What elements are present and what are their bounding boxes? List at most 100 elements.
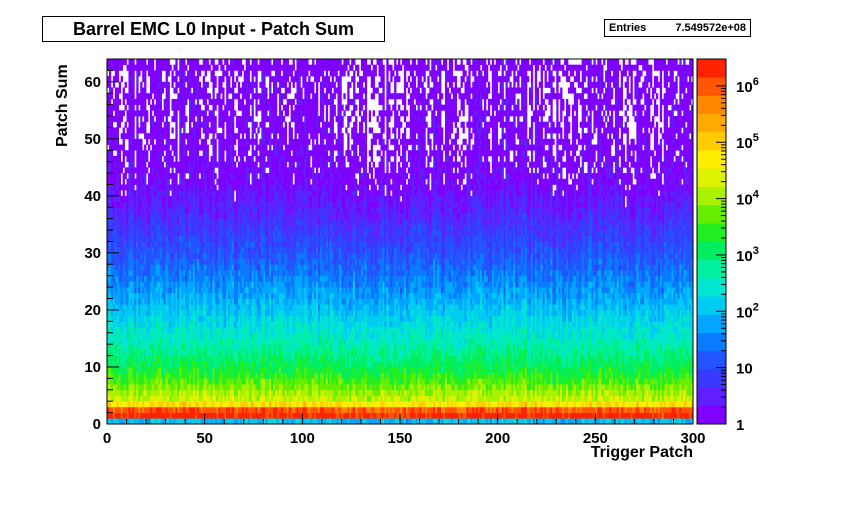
heatmap-cell (202, 412, 206, 419)
heatmap-cell (194, 64, 198, 71)
heatmap-cell (126, 184, 129, 191)
heatmap-cell (118, 207, 122, 214)
heatmap-cell (151, 59, 155, 66)
heatmap-cell (157, 201, 161, 208)
heatmap-cell (208, 327, 211, 334)
heatmap-cell (107, 309, 110, 316)
heatmap-cell (265, 93, 268, 100)
heatmap-cell (169, 270, 172, 277)
heatmap-cell (187, 70, 190, 77)
heatmap-cell (136, 167, 139, 174)
heatmap-cell (267, 247, 270, 254)
heatmap-cell (177, 292, 180, 299)
heatmap-cell (179, 418, 182, 425)
heatmap-cell (151, 81, 155, 88)
heatmap-cell (175, 361, 178, 368)
heatmap-cell (208, 190, 211, 197)
heatmap-cell (230, 150, 233, 157)
heatmap-cell (161, 81, 164, 88)
heatmap-cell (163, 104, 166, 111)
heatmap-cell (122, 332, 125, 339)
heatmap-cell (153, 401, 157, 408)
heatmap-cells (107, 59, 694, 425)
heatmap-cell (148, 395, 151, 402)
heatmap-cell (198, 195, 202, 202)
heatmap-cell (212, 292, 215, 299)
heatmap-cell (243, 258, 247, 265)
heatmap-cell (118, 173, 122, 180)
heatmap-cell (204, 349, 207, 356)
heatmap-cell (192, 178, 196, 185)
heatmap-cell (107, 378, 110, 385)
heatmap-cell (107, 372, 110, 379)
heatmap-cell (153, 201, 157, 208)
heatmap-cell (124, 275, 127, 282)
heatmap-cell (228, 401, 231, 408)
heatmap-cell (110, 161, 114, 168)
heatmap-cell (181, 207, 184, 214)
heatmap-cell (261, 224, 264, 231)
heatmap-cell (157, 184, 161, 191)
heatmap-cell (149, 64, 153, 71)
heatmap-cell (155, 344, 159, 351)
heatmap-cell (161, 395, 164, 402)
heatmap-cell (255, 406, 258, 413)
heatmap-cell (226, 287, 229, 294)
heatmap-cell (220, 344, 223, 351)
heatmap-cell (138, 264, 141, 271)
heatmap-cell (161, 127, 164, 134)
heatmap-cell (134, 195, 137, 202)
heatmap-cell (148, 389, 151, 396)
heatmap-cell (157, 389, 161, 396)
heatmap-cell (202, 110, 206, 117)
heatmap-cell (228, 309, 231, 316)
heatmap-cell (128, 224, 131, 231)
heatmap-cell (235, 235, 239, 242)
heatmap-cell (202, 327, 206, 334)
heatmap-cell (138, 389, 141, 396)
heatmap-cell (232, 327, 235, 334)
heatmap-cell (249, 309, 252, 316)
heatmap-cell (183, 332, 186, 339)
heatmap-cell (187, 372, 190, 379)
heatmap-cell (243, 287, 247, 294)
heatmap-cell (179, 401, 182, 408)
heatmap-cell (179, 173, 182, 180)
heatmap-cell (189, 98, 192, 105)
heatmap-cell (108, 104, 112, 111)
heatmap-cell (175, 389, 178, 396)
heatmap-cell (237, 361, 241, 368)
heatmap-cell (249, 195, 252, 202)
heatmap-cell (237, 116, 241, 123)
heatmap-cell (173, 384, 176, 391)
heatmap-cell (261, 121, 264, 128)
heatmap-cell (136, 59, 139, 66)
heatmap-cell (130, 161, 133, 168)
heatmap-cell (220, 418, 223, 425)
heatmap-cell (224, 355, 227, 362)
heatmap-cell (222, 64, 225, 71)
heatmap-cell (194, 418, 198, 425)
heatmap-cell (196, 258, 200, 265)
heatmap-cell (187, 366, 190, 374)
heatmap-cell (218, 372, 221, 379)
heatmap-cell (230, 87, 233, 94)
heatmap-cell (220, 327, 223, 334)
heatmap-cell (173, 406, 176, 413)
heatmap-cell (179, 155, 182, 162)
heatmap-cell (233, 292, 237, 299)
heatmap-cell (198, 230, 202, 237)
heatmap-cell (108, 355, 112, 362)
heatmap-cell (120, 247, 123, 254)
heatmap-cell (163, 378, 166, 385)
heatmap-cell (204, 150, 207, 157)
heatmap-cell (200, 361, 204, 368)
heatmap-cell (267, 138, 270, 145)
heatmap-cell (155, 104, 159, 111)
heatmap-cell (128, 64, 131, 71)
heatmap-cell (194, 287, 198, 294)
heatmap-cell (190, 207, 194, 214)
heatmap-cell (149, 361, 153, 368)
heatmap-cell (175, 304, 178, 311)
heatmap-cell (163, 315, 166, 322)
